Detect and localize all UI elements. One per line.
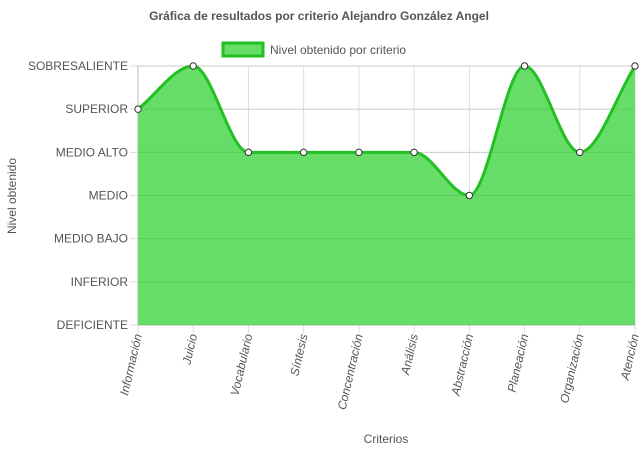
x-tick-label: Atención — [618, 332, 639, 382]
data-point-4[interactable] — [355, 148, 363, 157]
x-tick-label: Información — [117, 332, 145, 397]
points-layer — [134, 62, 639, 200]
data-point-2[interactable] — [244, 148, 253, 157]
x-tick-label: Concentración — [335, 332, 366, 411]
y-tick-label: DEFICIENTE — [57, 318, 128, 332]
legend[interactable]: Nivel obtenido por criterio — [221, 41, 406, 58]
y-axis-title: Nivel obtenido — [5, 158, 19, 234]
y-tick-label: MEDIO — [89, 189, 128, 203]
x-tick-label: Juicio — [179, 332, 200, 366]
data-point-9[interactable] — [631, 62, 639, 70]
x-tick-label: Análisis — [398, 333, 421, 377]
data-point-7[interactable] — [520, 62, 529, 70]
chart-title: Gráfica de resultados por criterio Aleja… — [149, 9, 489, 23]
data-point-6[interactable] — [465, 191, 474, 200]
x-tick-label: Abstracción — [448, 332, 476, 398]
x-tick-label: Organización — [557, 332, 587, 404]
y-tick-label: SOBRESALIENTE — [28, 59, 128, 73]
data-point-5[interactable] — [410, 148, 418, 157]
x-axis-ticks: Información Juicio Vocabulario Síntesis Conc… — [117, 332, 639, 411]
y-tick-label: MEDIO BAJO — [54, 232, 128, 246]
x-tick-label: Síntesis — [287, 333, 310, 378]
y-axis-ticks: DEFICIENTE INFERIOR MEDIO BAJO MEDIO MEDIO A… — [28, 59, 128, 332]
area-layer — [137, 64, 637, 326]
legend-swatch — [221, 41, 265, 58]
x-axis-title: Criterios — [364, 432, 409, 446]
y-tick-label: MEDIO ALTO — [56, 145, 128, 159]
y-tick-label: SUPERIOR — [65, 102, 128, 116]
data-point-1[interactable] — [189, 62, 197, 70]
data-point-3[interactable] — [299, 148, 308, 157]
y-tick-label: INFERIOR — [71, 275, 129, 289]
legend-label: Nivel obtenido por criterio — [270, 43, 406, 57]
data-point-8[interactable] — [576, 148, 584, 157]
series-area-fill — [138, 66, 635, 325]
data-point-0[interactable] — [134, 105, 142, 113]
x-tick-label: Planeación — [504, 332, 531, 393]
x-tick-label: Vocabulario — [228, 332, 256, 397]
